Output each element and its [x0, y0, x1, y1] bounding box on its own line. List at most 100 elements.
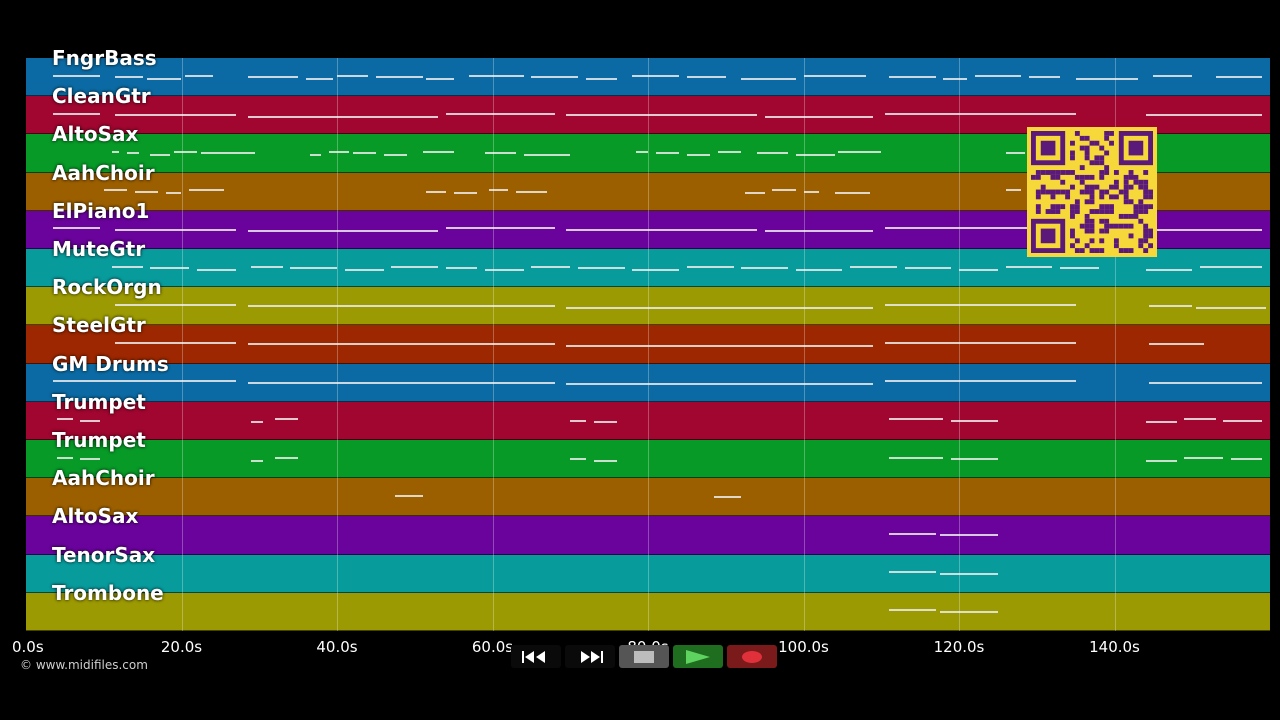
note-segment [939, 610, 998, 613]
note-segment [146, 77, 182, 80]
note-segment [838, 150, 882, 153]
note-segment [395, 494, 423, 497]
track-label: AltoSax [52, 504, 139, 529]
copyright-text: © www.midifiles.com [20, 658, 148, 672]
note-segment [566, 383, 874, 386]
note-segment [247, 381, 555, 384]
note-segment [247, 76, 299, 79]
track-label: ElPiano1 [52, 198, 150, 223]
track-lane [26, 516, 1270, 555]
track-lane [26, 401, 1270, 440]
note-segment [885, 112, 1076, 115]
note-segment [904, 267, 952, 270]
grid-line [803, 58, 805, 631]
track-label: AahChoir [52, 466, 155, 491]
note-segment [1149, 305, 1193, 308]
note-segment [80, 419, 100, 422]
note-segment [834, 192, 870, 195]
time-tick-label: 0.0s [12, 638, 44, 656]
rewind-button[interactable] [511, 645, 561, 668]
note-segment [1223, 419, 1263, 422]
track-label: GM Drums [52, 351, 169, 376]
note-segment [1149, 343, 1204, 346]
note-segment [1184, 418, 1216, 421]
note-segment [251, 265, 283, 268]
grid-line [959, 58, 960, 631]
note-segment [274, 456, 299, 459]
note-segment [885, 380, 1076, 383]
note-segment [115, 303, 236, 306]
track-label: RockOrgn [52, 275, 162, 300]
note-segment [445, 112, 555, 115]
note-segment [337, 74, 369, 77]
rewind-icon [522, 650, 545, 663]
note-segment [1005, 265, 1053, 268]
note-segment [889, 418, 944, 421]
note-segment [889, 609, 936, 612]
note-segment [632, 74, 680, 77]
note-segment [636, 150, 648, 153]
note-segment [469, 74, 524, 77]
time-tick-label: 20.0s [160, 638, 203, 656]
note-segment [655, 152, 680, 155]
note-segment [745, 192, 765, 195]
stop-icon [634, 650, 654, 663]
note-segment [1200, 265, 1263, 268]
note-segment [714, 496, 742, 499]
fast-forward-icon [581, 650, 603, 663]
track-lane [26, 554, 1270, 593]
note-segment [593, 459, 617, 462]
note-segment [764, 230, 874, 233]
transport-controls [511, 645, 777, 668]
record-button[interactable] [727, 645, 777, 668]
note-segment [173, 150, 198, 153]
note-segment [741, 267, 788, 270]
note-segment [515, 190, 547, 193]
note-segment [115, 341, 236, 344]
note-segment [445, 267, 477, 270]
track-label: TenorSax [52, 542, 156, 567]
note-segment [274, 418, 299, 421]
note-segment [951, 458, 998, 461]
track-lane [26, 363, 1270, 402]
note-segment [391, 265, 439, 268]
fast-forward-button[interactable] [565, 645, 615, 668]
note-segment [885, 303, 1076, 306]
grid-line [492, 58, 494, 631]
note-segment [247, 230, 439, 233]
time-tick-label: 40.0s [316, 638, 358, 656]
time-tick-label: 100.0s [778, 638, 829, 656]
note-segment [344, 268, 384, 271]
note-segment [185, 74, 213, 77]
note-segment [1145, 268, 1193, 271]
note-segment [764, 115, 874, 118]
note-segment [523, 153, 571, 156]
note-segment [566, 114, 757, 117]
track-lane [26, 287, 1270, 326]
note-segment [578, 267, 625, 270]
note-segment [53, 74, 100, 77]
note-segment [305, 77, 334, 80]
note-segment [150, 267, 190, 270]
track-lane [26, 440, 1270, 479]
stop-button[interactable] [619, 645, 669, 668]
note-segment [717, 150, 742, 153]
note-segment [1231, 458, 1263, 461]
note-segment [115, 76, 143, 79]
note-segment [1215, 76, 1263, 79]
time-tick-label: 60.0s [471, 638, 514, 656]
note-segment [566, 228, 757, 231]
note-segment [150, 153, 170, 156]
time-tick-label: 120.0s [933, 638, 985, 656]
note-segment [329, 150, 349, 153]
track-lane [26, 592, 1270, 631]
note-segment [197, 268, 236, 271]
play-button[interactable] [673, 645, 723, 668]
note-segment [741, 77, 796, 80]
note-segment [57, 418, 73, 421]
note-segment [939, 534, 998, 537]
note-segment [53, 112, 100, 115]
note-segment [484, 152, 516, 155]
time-tick-label: 140.0s [1089, 638, 1140, 656]
note-segment [426, 77, 454, 80]
